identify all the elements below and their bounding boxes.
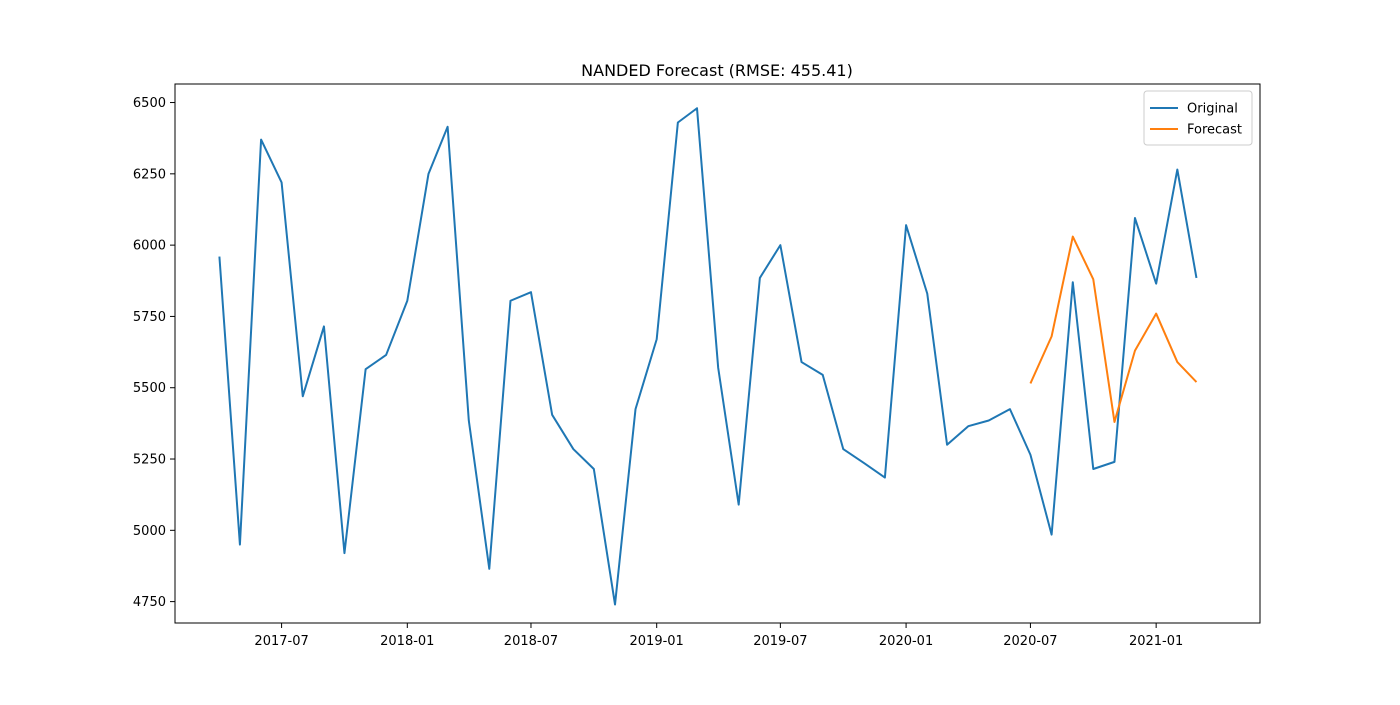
y-tick-label: 6250 — [133, 167, 166, 182]
y-tick-label: 5000 — [133, 524, 166, 539]
x-tick-label: 2019-01 — [630, 634, 684, 649]
series-layer — [218, 107, 1198, 606]
chart-title: NANDED Forecast (RMSE: 455.41) — [581, 61, 853, 80]
plot-frame — [174, 83, 1261, 624]
x-tick-label: 2021-01 — [1129, 634, 1183, 649]
legend-box — [1143, 90, 1253, 146]
series-line-original — [218, 107, 1198, 606]
x-tick-label: 2019-07 — [753, 634, 807, 649]
x-tick-label: 2017-07 — [254, 634, 308, 649]
y-tick-label: 5250 — [133, 453, 166, 468]
x-tick-label: 2018-01 — [380, 634, 434, 649]
y-tick-label: 5500 — [133, 381, 166, 396]
y-tick-label: 6500 — [133, 96, 166, 111]
x-tick-label: 2020-01 — [879, 634, 933, 649]
x-tick-label: 2020-07 — [1003, 634, 1057, 649]
legend-label-original: Original — [1187, 102, 1238, 117]
legend-label-forecast: Forecast — [1187, 123, 1242, 138]
y-tick-label: 6000 — [133, 239, 166, 254]
x-tick-label: 2018-07 — [504, 634, 558, 649]
legend: Original Forecast — [1143, 90, 1253, 146]
x-axis: 2017-07 2018-01 2018-07 2019-01 2019-07 2020-… — [254, 623, 1183, 649]
y-tick-label: 4750 — [133, 595, 166, 610]
y-axis: 4750 5000 5250 5500 5750 6000 6250 6500 — [133, 96, 175, 610]
y-tick-label: 5750 — [133, 310, 166, 325]
series-line-forecast — [1029, 235, 1198, 423]
